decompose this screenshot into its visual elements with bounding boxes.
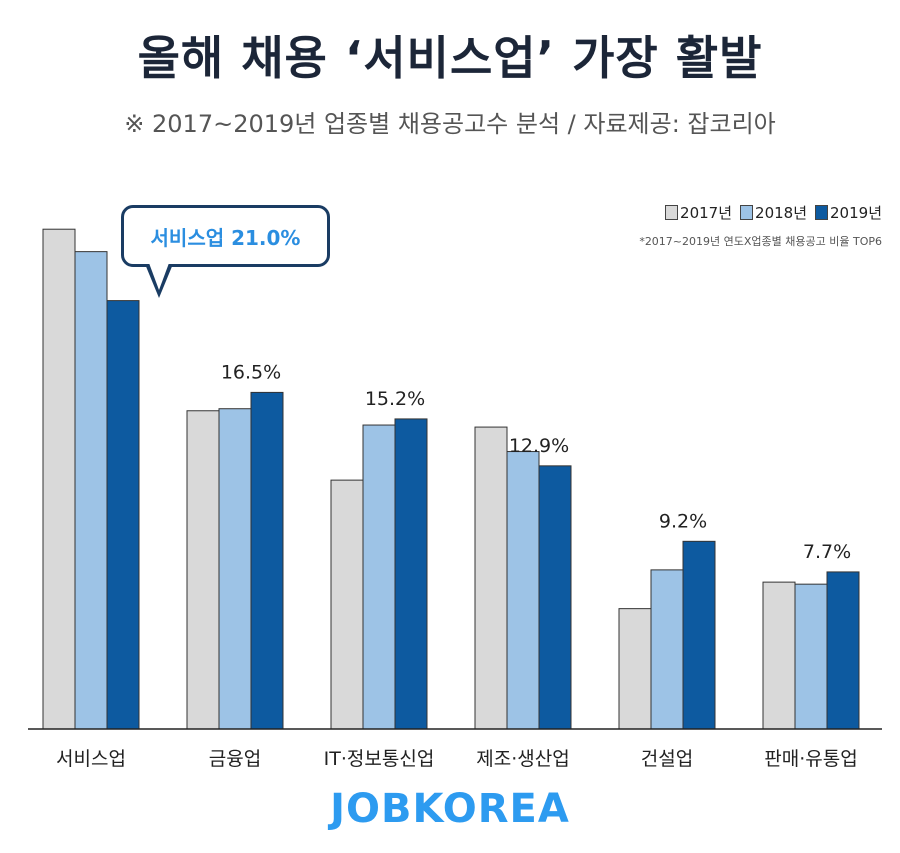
bar-2017년-금융업 bbox=[186, 410, 220, 730]
category-label-건설업: 건설업 bbox=[641, 748, 693, 770]
bar-2018년-제조·생산업 bbox=[506, 451, 540, 730]
jobkorea-logo: JOBKOREA bbox=[330, 786, 570, 832]
data-label-제조·생산업: 12.9% bbox=[509, 435, 569, 457]
legend-label-2017: 2017년 bbox=[680, 204, 733, 222]
bar-2017년-서비스업 bbox=[42, 228, 76, 730]
data-label-건설업: 9.2% bbox=[659, 510, 707, 532]
bar-2019년-IT·정보통신업 bbox=[394, 418, 428, 730]
bar-2017년-건설업 bbox=[618, 608, 652, 730]
bar-2018년-판매·유통업 bbox=[794, 583, 828, 730]
bar-2017년-IT·정보통신업 bbox=[330, 479, 364, 730]
legend-item-2019: 2019년 bbox=[815, 202, 882, 223]
bar-2019년-건설업 bbox=[682, 540, 716, 730]
category-label-금융업: 금융업 bbox=[209, 748, 261, 770]
chart-note: *2017~2019년 연도X업종별 채용공고 비율 TOP6 bbox=[639, 235, 882, 248]
callout-text: 서비스업 21.0% bbox=[150, 225, 301, 250]
bar-2018년-IT·정보통신업 bbox=[362, 424, 396, 730]
callout-box: 서비스업 21.0% bbox=[121, 205, 330, 267]
bar-2019년-판매·유통업 bbox=[826, 571, 860, 730]
legend-label-2019: 2019년 bbox=[830, 204, 882, 222]
legend-item-2017: 2017년 bbox=[665, 202, 732, 223]
category-label-서비스업: 서비스업 bbox=[56, 748, 126, 770]
bar-2019년-금융업 bbox=[250, 391, 284, 730]
legend-item-2018: 2018년 bbox=[740, 202, 807, 223]
category-label-판매·유통업: 판매·유통업 bbox=[764, 748, 857, 770]
bar-2019년-제조·생산업 bbox=[538, 465, 572, 730]
category-label-제조·생산업: 제조·생산업 bbox=[476, 748, 569, 770]
callout-tail-fill bbox=[149, 263, 169, 290]
bar-2019년-서비스업 bbox=[106, 300, 140, 730]
data-label-금융업: 16.5% bbox=[221, 361, 281, 383]
bar-2018년-서비스업 bbox=[74, 251, 108, 730]
data-label-판매·유통업: 7.7% bbox=[803, 541, 851, 563]
category-label-IT·정보통신업: IT·정보통신업 bbox=[324, 748, 435, 770]
legend-swatch-2017 bbox=[665, 205, 679, 220]
data-label-IT·정보통신업: 15.2% bbox=[365, 388, 425, 410]
legend-label-2018: 2018년 bbox=[755, 204, 808, 222]
legend-swatch-2018 bbox=[740, 205, 754, 220]
legend: 2017년 2018년 2019년 bbox=[665, 202, 882, 223]
bar-2018년-금융업 bbox=[218, 408, 252, 730]
legend-swatch-2019 bbox=[815, 205, 829, 220]
bar-2017년-제조·생산업 bbox=[474, 426, 508, 730]
chart-subtitle: ※ 2017~2019년 업종별 채용공고수 분석 / 자료제공: 잡코리아 bbox=[124, 110, 776, 138]
bar-2017년-판매·유통업 bbox=[762, 581, 796, 730]
chart-title: 올해 채용 ‘서비스업’ 가장 활발 bbox=[137, 31, 763, 85]
bar-2018년-건설업 bbox=[650, 569, 684, 730]
